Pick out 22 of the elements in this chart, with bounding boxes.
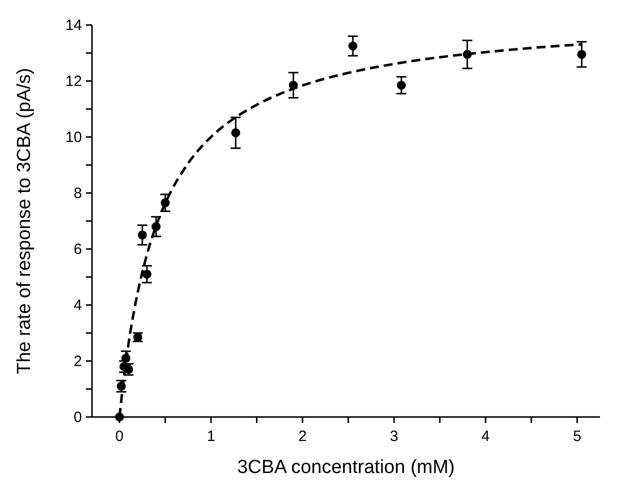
x-tick-label: 3 xyxy=(390,428,398,445)
y-tick-label: 2 xyxy=(74,353,82,370)
point xyxy=(231,128,240,138)
x-tick-label: 4 xyxy=(481,428,490,445)
point xyxy=(138,230,147,240)
y-tick-label: 0 xyxy=(74,409,82,426)
y-tick-label: 4 xyxy=(74,297,82,314)
point xyxy=(348,42,358,50)
y-tick-label: 12 xyxy=(65,73,82,90)
x-tick-label: 5 xyxy=(572,428,582,445)
point xyxy=(142,270,152,279)
x-axis-title: 3CBA concentration (mM) xyxy=(237,457,455,478)
y-tick-label: 8 xyxy=(74,185,82,202)
y-tick-label: 14 xyxy=(65,17,82,34)
x-tick-label: 1 xyxy=(206,428,216,445)
y-tick-label: 6 xyxy=(74,241,82,258)
x-tick-label: 0 xyxy=(115,428,124,445)
y-tick-label: 10 xyxy=(65,129,82,146)
y-axis-title: The rate of response to 3CBA (pA/s) xyxy=(14,68,35,374)
point xyxy=(396,80,406,90)
x-tick-label: 2 xyxy=(298,428,307,445)
point xyxy=(577,50,586,59)
